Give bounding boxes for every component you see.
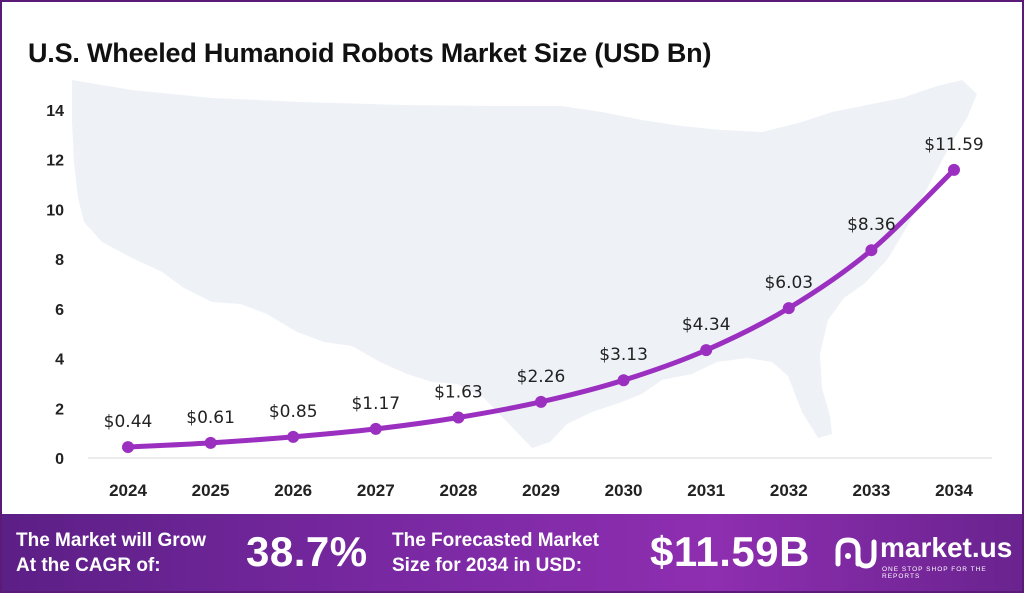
data-label: $2.26 bbox=[517, 367, 566, 387]
y-axis-ticks: 0 2 4 6 8 10 12 14 bbox=[46, 103, 64, 468]
cagr-caption-line1: The Market will Grow bbox=[16, 530, 207, 551]
data-label: $11.59 bbox=[924, 135, 983, 155]
x-axis-ticks: 2024 2025 2026 2027 2028 2029 2030 2031 2032 2033… bbox=[109, 481, 973, 500]
x-tick-label: 2029 bbox=[522, 481, 560, 500]
logo-wordmark: market.us bbox=[880, 532, 1013, 563]
data-point bbox=[948, 163, 960, 176]
data-point bbox=[535, 395, 547, 408]
x-tick-label: 2024 bbox=[109, 481, 147, 500]
market-us-logo[interactable]: market.us ONE STOP SHOP FOR THE REPORTS bbox=[834, 532, 1020, 582]
cagr-caption-line2: At the CAGR of: bbox=[16, 555, 161, 576]
data-point bbox=[782, 302, 795, 315]
cagr-caption: The Market will Grow At the CAGR of: bbox=[16, 528, 206, 578]
data-point bbox=[204, 436, 217, 449]
y-tick-label: 2 bbox=[55, 401, 64, 418]
data-label: $0.61 bbox=[186, 408, 235, 428]
x-tick-label: 2034 bbox=[935, 481, 973, 500]
data-label: $1.17 bbox=[351, 394, 400, 414]
chart-title: U.S. Wheeled Humanoid Robots Market Size… bbox=[28, 38, 712, 68]
y-tick-label: 6 bbox=[55, 302, 64, 319]
x-tick-label: 2033 bbox=[852, 481, 890, 500]
x-tick-label: 2027 bbox=[357, 481, 395, 500]
y-tick-label: 10 bbox=[46, 202, 64, 219]
y-tick-label: 4 bbox=[55, 352, 64, 369]
data-label: $0.44 bbox=[104, 412, 153, 432]
data-label: $4.34 bbox=[682, 315, 731, 335]
y-tick-label: 8 bbox=[55, 252, 64, 269]
data-point bbox=[369, 422, 382, 435]
x-tick-label: 2028 bbox=[439, 481, 477, 500]
y-tick-label: 0 bbox=[55, 451, 64, 468]
forecast-caption-line1: The Forecasted Market bbox=[392, 530, 599, 551]
data-points bbox=[122, 163, 960, 454]
chart-svg: 0 2 4 6 8 10 12 14 2024 2025 2026 2027 2028 2029 2030… bbox=[46, 80, 992, 500]
market-us-logo-icon bbox=[835, 537, 877, 569]
forecast-value: $11.59B bbox=[650, 528, 810, 575]
y-tick-label: 12 bbox=[46, 153, 64, 170]
x-tick-label: 2025 bbox=[192, 481, 230, 500]
x-tick-label: 2030 bbox=[605, 481, 643, 500]
data-labels: $0.44 $0.61 $0.85 $1.17 $1.63 $2.26 $3.13 $4.34… bbox=[104, 135, 984, 432]
cagr-value: 38.7% bbox=[246, 528, 368, 575]
data-label: $8.36 bbox=[847, 215, 896, 235]
logo-tagline: ONE STOP SHOP FOR THE REPORTS bbox=[882, 566, 987, 580]
data-point bbox=[122, 441, 134, 454]
data-point bbox=[617, 374, 630, 387]
data-point bbox=[700, 344, 713, 357]
footer-banner: The Market will Grow At the CAGR of: 38.… bbox=[2, 514, 1022, 591]
data-label: $1.63 bbox=[434, 382, 483, 402]
data-label: $6.03 bbox=[764, 273, 813, 293]
x-tick-label: 2031 bbox=[687, 481, 725, 500]
forecast-caption: The Forecasted Market Size for 2034 in U… bbox=[392, 528, 599, 578]
forecast-caption-line2: Size for 2034 in USD: bbox=[392, 555, 583, 576]
x-tick-label: 2026 bbox=[274, 481, 312, 500]
y-tick-label: 14 bbox=[46, 103, 64, 120]
data-label: $0.85 bbox=[269, 402, 318, 422]
data-point bbox=[287, 430, 300, 443]
data-point bbox=[452, 411, 465, 424]
us-map-silhouette bbox=[72, 80, 977, 448]
x-tick-label: 2032 bbox=[770, 481, 808, 500]
data-point bbox=[865, 244, 878, 257]
data-label: $3.13 bbox=[599, 345, 648, 365]
